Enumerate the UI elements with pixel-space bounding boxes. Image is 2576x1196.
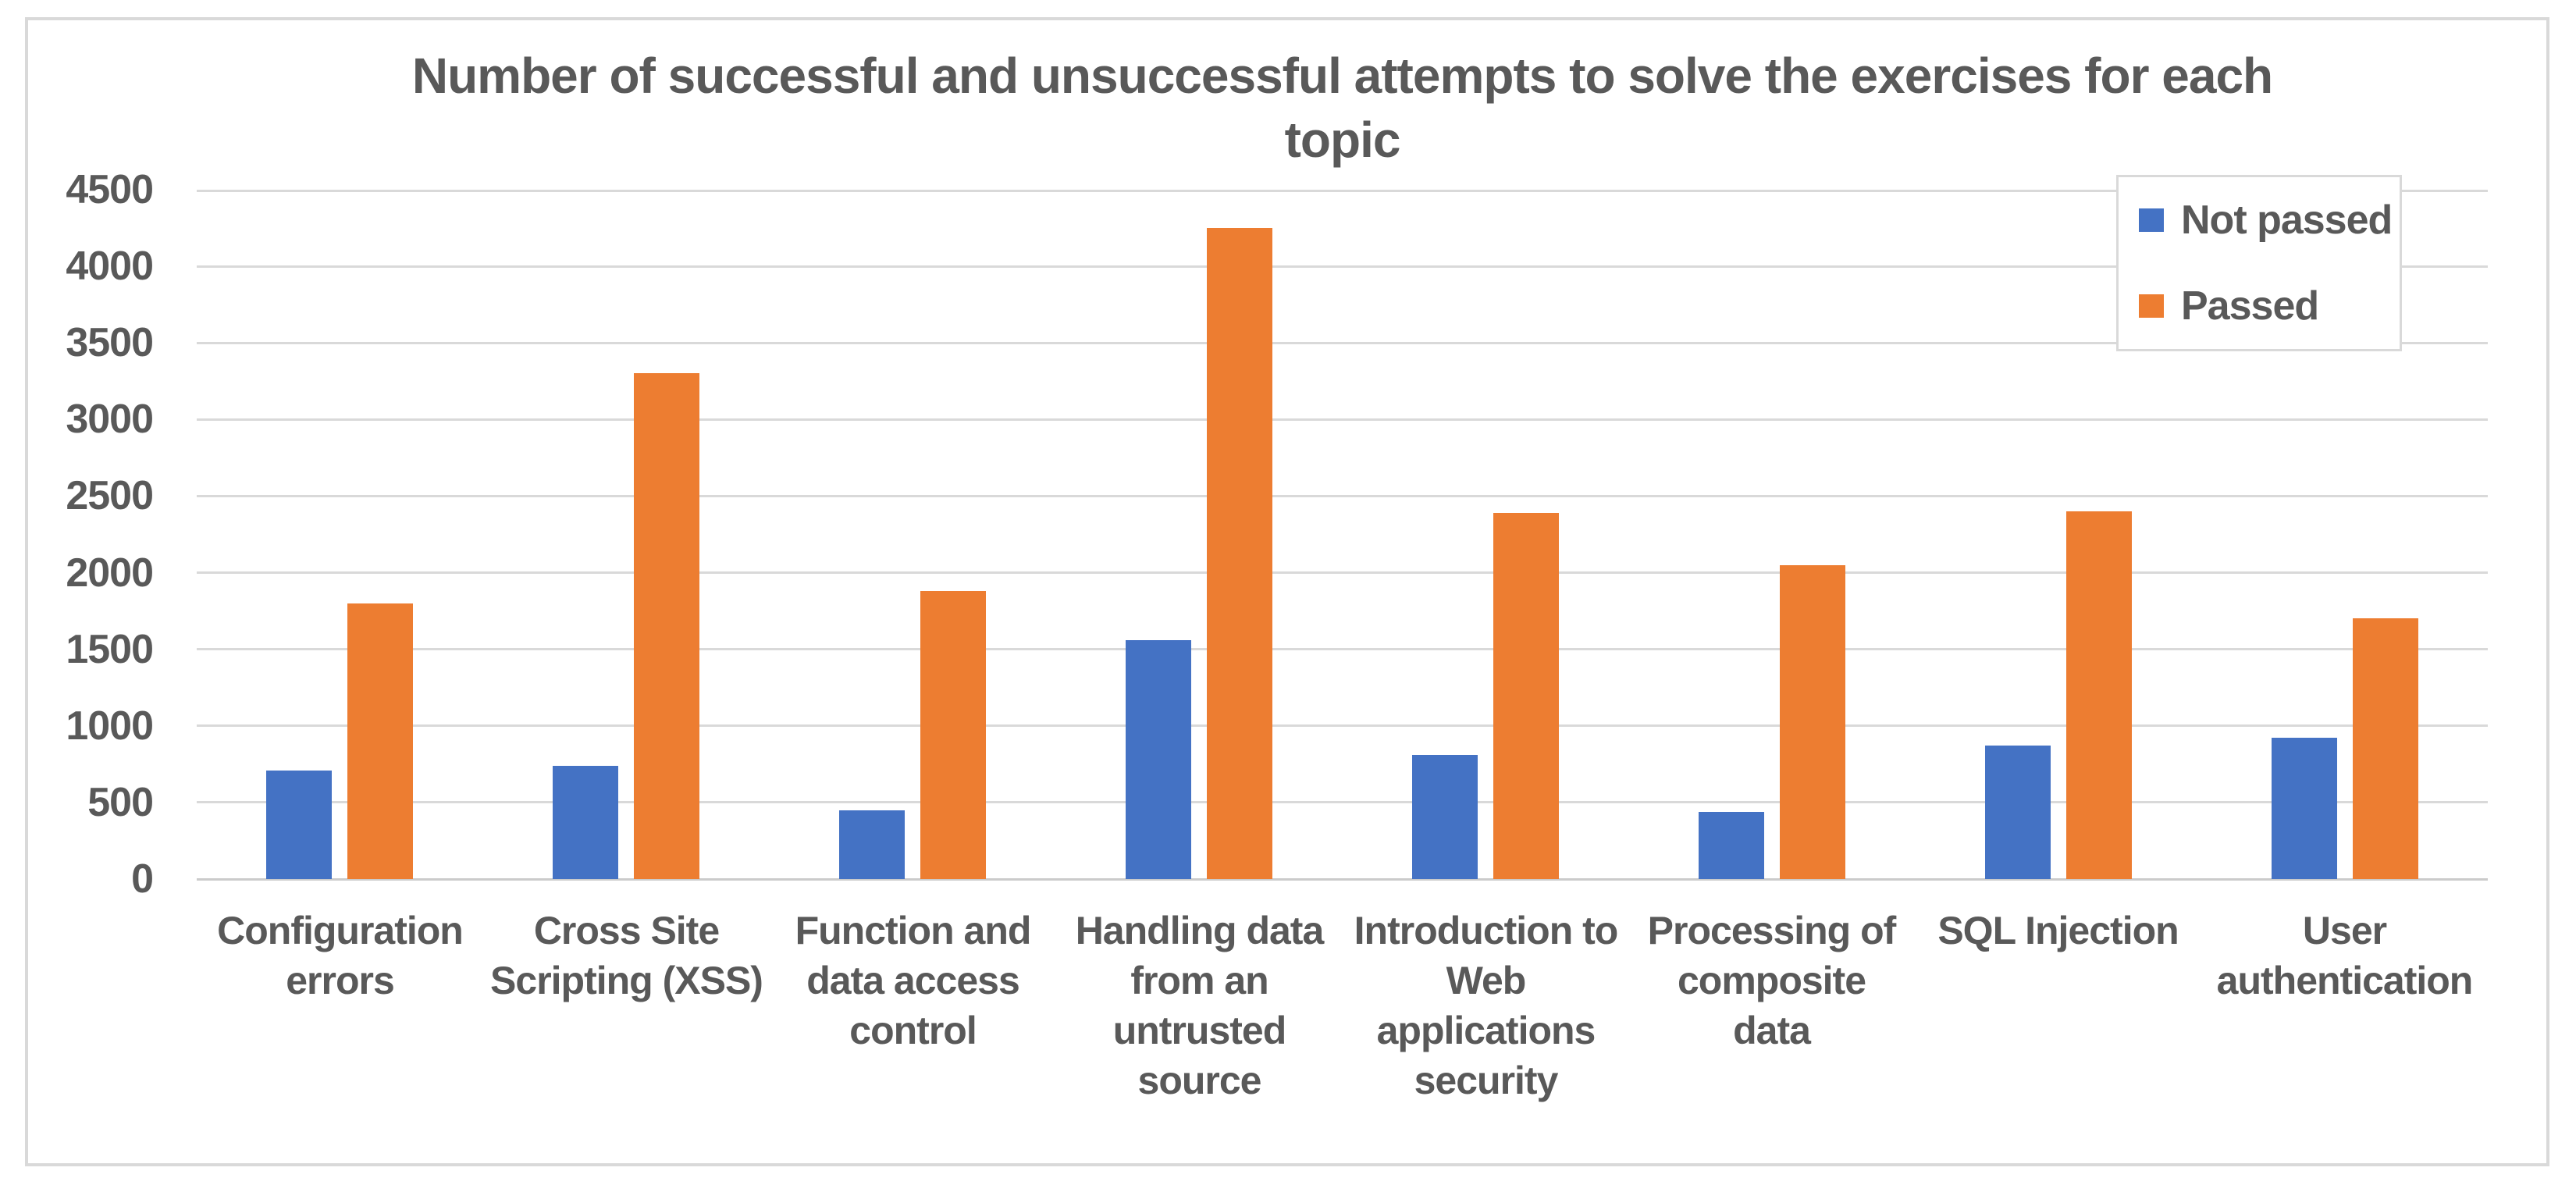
gridline-1000 [197, 724, 2488, 727]
x-category-label-line: Function and [795, 909, 1032, 952]
y-tick-label-4500: 4500 [66, 167, 154, 212]
x-category-label-line: Introduction to [1354, 909, 1619, 952]
legend-row-passed: Passed [2119, 263, 2400, 349]
bar-passed-1 [347, 603, 413, 879]
x-category-label-line: security [1414, 1059, 1559, 1102]
legend-label: Not passed [2181, 198, 2393, 243]
y-axis: 0 500 1000 1500 2000 2500 3000 3500 4000 4500 [0, 167, 154, 902]
gridline-1500 [197, 648, 2488, 650]
bar-not-passed-2 [553, 766, 618, 879]
x-category-label-line: control [849, 1009, 977, 1052]
x-category-label-1: Configuration errors [197, 906, 483, 1006]
x-category-label-7: SQL Injection [1915, 906, 2201, 956]
x-category-label-5: Introduction to Web applications security [1343, 906, 1629, 1105]
x-category-label-4: Handling data from an untrusted source [1056, 906, 1343, 1105]
y-tick-label-3500: 3500 [66, 320, 154, 365]
y-tick-label-0: 0 [131, 856, 154, 902]
gridline-4000 [197, 265, 2488, 268]
x-category-label-line: Handling data [1075, 909, 1325, 952]
gridline-2000 [197, 571, 2488, 574]
x-category-label-line: data access [806, 959, 1020, 1002]
bar-passed-3 [920, 591, 986, 879]
y-tick-label-3000: 3000 [66, 397, 154, 442]
legend: Not passed Passed [2116, 175, 2402, 351]
x-category-label-8: User authentication [2201, 906, 2488, 1006]
y-tick-label-1000: 1000 [66, 703, 154, 749]
y-tick-label-1500: 1500 [66, 627, 154, 672]
gridline-3000 [197, 418, 2488, 421]
x-category-label-line: Cross Site [533, 909, 720, 952]
legend-swatch-icon [2139, 208, 2164, 232]
chart-title-line-2: topic [1284, 112, 1401, 168]
gridline-2500 [197, 495, 2488, 497]
x-category-label-line: composite [1677, 959, 1866, 1002]
bar-passed-2 [634, 373, 699, 879]
y-tick-label-4000: 4000 [66, 244, 154, 289]
x-category-label-6: Processing of composite data [1628, 906, 1915, 1055]
bar-not-passed-3 [839, 810, 905, 879]
bar-passed-5 [1493, 513, 1559, 879]
gridline-4500 [197, 190, 2488, 192]
legend-swatch-icon [2139, 294, 2164, 318]
bar-not-passed-4 [1126, 640, 1191, 879]
plot-area [197, 190, 2488, 881]
y-tick-label-2000: 2000 [66, 550, 154, 596]
x-category-label-line: from an [1130, 959, 1268, 1002]
x-category-label-line: Scripting (XSS) [490, 959, 763, 1002]
bar-not-passed-8 [2272, 738, 2337, 879]
x-category-label-2: Cross Site Scripting (XSS) [483, 906, 770, 1006]
chart-title-line-1: Number of successful and unsuccessful at… [411, 48, 2273, 104]
bar-passed-8 [2353, 618, 2418, 879]
legend-label: Passed [2181, 283, 2319, 329]
x-category-label-line: SQL Injection [1937, 909, 2179, 952]
bar-passed-7 [2066, 511, 2132, 879]
bar-passed-6 [1780, 565, 1845, 879]
x-category-label-line: Processing of [1647, 909, 1897, 952]
x-category-label-line: Web [1446, 959, 1527, 1002]
x-axis-line [197, 878, 2488, 881]
x-category-label-line: Configuration [217, 909, 464, 952]
y-tick-label-500: 500 [87, 780, 154, 825]
x-category-label-line: authentication [2216, 959, 2474, 1002]
legend-row-not-passed: Not passed [2119, 177, 2400, 263]
x-category-label-line: errors [286, 959, 395, 1002]
x-axis: Configuration errors Cross Site Scripting (… [197, 906, 2488, 1132]
x-category-label-3: Function and data access control [770, 906, 1056, 1055]
bar-not-passed-6 [1699, 812, 1764, 879]
bar-not-passed-1 [266, 771, 332, 879]
bar-not-passed-7 [1985, 746, 2051, 879]
x-category-label-line: data [1733, 1009, 1811, 1052]
x-category-label-line: User [2302, 909, 2387, 952]
y-tick-label-2500: 2500 [66, 473, 154, 518]
x-category-label-line: source [1137, 1059, 1262, 1102]
bar-not-passed-5 [1412, 755, 1478, 879]
x-category-label-line: applications [1376, 1009, 1596, 1052]
chart-title: Number of successful and unsuccessful at… [197, 44, 2488, 172]
x-category-label-line: untrusted [1112, 1009, 1287, 1052]
gridline-500 [197, 801, 2488, 803]
gridline-3500 [197, 342, 2488, 344]
bar-passed-4 [1207, 228, 1272, 879]
